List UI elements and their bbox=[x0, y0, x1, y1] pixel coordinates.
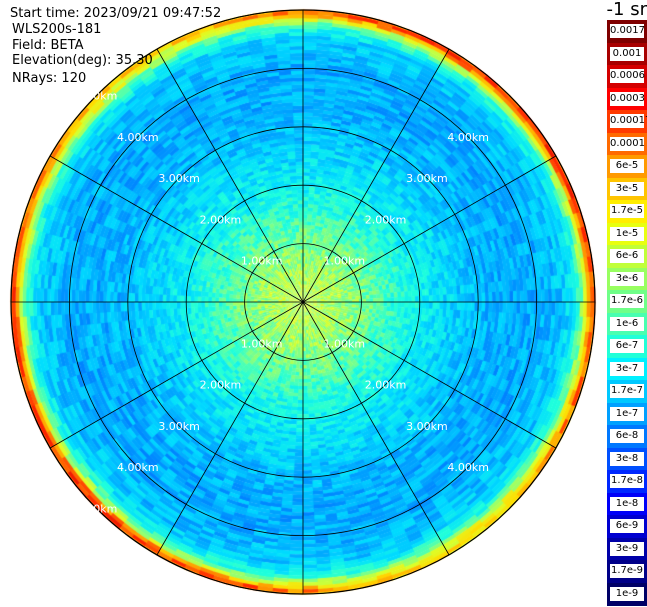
range-ring-label: 3.00km bbox=[406, 420, 448, 433]
colorbar-tick-label: 6e-6 bbox=[610, 249, 644, 264]
range-ring bbox=[127, 126, 479, 478]
colorbar-tick-label: 1e-5 bbox=[610, 226, 644, 241]
colorbar-tick-label: 1e-9 bbox=[610, 586, 644, 601]
colorbar-tick-label: 3e-8 bbox=[610, 451, 644, 466]
instrument-text: WLS200s-181 bbox=[12, 22, 102, 37]
range-ring-label: 1.00km bbox=[324, 255, 366, 268]
range-ring-label: 2.00km bbox=[200, 213, 242, 226]
range-ring-label: 4.00km bbox=[117, 461, 159, 474]
range-ring-label: 4.00km bbox=[117, 131, 159, 144]
range-ring-label: 1.00km bbox=[324, 337, 366, 350]
range-ring-label: 5.00km bbox=[76, 502, 118, 515]
colorbar-tick-label: 1e-6 bbox=[610, 316, 644, 331]
colorbar-tick-label: 6e-7 bbox=[610, 339, 644, 354]
azimuth-line bbox=[156, 48, 304, 303]
colorbar-tick-label: 3e-7 bbox=[610, 361, 644, 376]
elevation-text: Elevation(deg): 35.30 bbox=[12, 53, 153, 68]
colorbar-tick-label: 0.00017 bbox=[610, 114, 647, 129]
azimuth-line bbox=[302, 301, 450, 556]
range-ring bbox=[244, 243, 362, 361]
colorbar-tick-label: 1.7e-5 bbox=[610, 204, 644, 219]
colorbar-tick-label: 3e-6 bbox=[610, 271, 644, 286]
range-ring-outer bbox=[10, 9, 596, 595]
colorbar-tick-label: 0.001 bbox=[610, 46, 644, 61]
azimuth-line bbox=[49, 301, 304, 449]
colorbar-tick-label: 3e-5 bbox=[610, 181, 644, 196]
range-ring-label: 5.00km bbox=[76, 90, 118, 103]
azimuth-line bbox=[302, 301, 557, 449]
range-ring-label: 3.00km bbox=[406, 172, 448, 185]
range-ring-label: 4.00km bbox=[447, 461, 489, 474]
field-text: Field: BETA bbox=[12, 38, 84, 53]
colorbar-tick-label: 0.0001 bbox=[610, 136, 645, 151]
colorbar-unit: -1 sr bbox=[606, 0, 647, 20]
colorbar-tick-label: 6e-5 bbox=[610, 159, 644, 174]
range-ring-label: 2.00km bbox=[200, 379, 242, 392]
range-ring bbox=[185, 184, 421, 420]
colorbar-tick-label: 6e-9 bbox=[610, 519, 644, 534]
colorbar-tick-label: 3e-9 bbox=[610, 541, 644, 556]
start-time-text: Start time: 2023/09/21 09:47:52 bbox=[10, 6, 222, 21]
ppi-grid-overlay: 1.00km 1.00km 1.00km 1.00km 2.00km 2.00km 2.00… bbox=[10, 9, 596, 595]
azimuth-line bbox=[302, 48, 450, 303]
colorbar: 0.0017 0.001 0.0006 0.0003 0.00017 0.0001 6e-5… bbox=[607, 20, 647, 606]
range-ring bbox=[68, 67, 538, 537]
colorbar-tick-label: 0.0017 bbox=[610, 24, 645, 39]
colorbar-tick-label: 1e-7 bbox=[610, 406, 644, 421]
azimuth-line bbox=[49, 155, 304, 303]
colorbar-tick-label: 1.7e-7 bbox=[610, 384, 644, 399]
range-ring-label: 2.00km bbox=[365, 379, 407, 392]
colorbar-tick-label: 1.7e-8 bbox=[610, 474, 644, 489]
range-ring-label: 4.00km bbox=[447, 131, 489, 144]
range-ring-label: 3.00km bbox=[158, 420, 200, 433]
range-ring-label: 2.00km bbox=[365, 213, 407, 226]
nrays-text: NRays: 120 bbox=[12, 71, 87, 86]
colorbar-tick-label: 1.7e-6 bbox=[610, 294, 644, 309]
colorbar-tick-label: 0.0003 bbox=[610, 91, 645, 106]
colorbar-tick-label: 1.7e-9 bbox=[610, 564, 644, 579]
colorbar-tick-label: 1e-8 bbox=[610, 496, 644, 511]
azimuth-line bbox=[156, 301, 304, 556]
range-ring-label: 1.00km bbox=[241, 255, 283, 268]
range-ring-label: 1.00km bbox=[241, 337, 283, 350]
azimuth-line bbox=[302, 155, 557, 303]
colorbar-tick-label: 0.0006 bbox=[610, 69, 645, 84]
range-ring-label: 3.00km bbox=[158, 172, 200, 185]
colorbar-tick-label: 6e-8 bbox=[610, 429, 644, 444]
